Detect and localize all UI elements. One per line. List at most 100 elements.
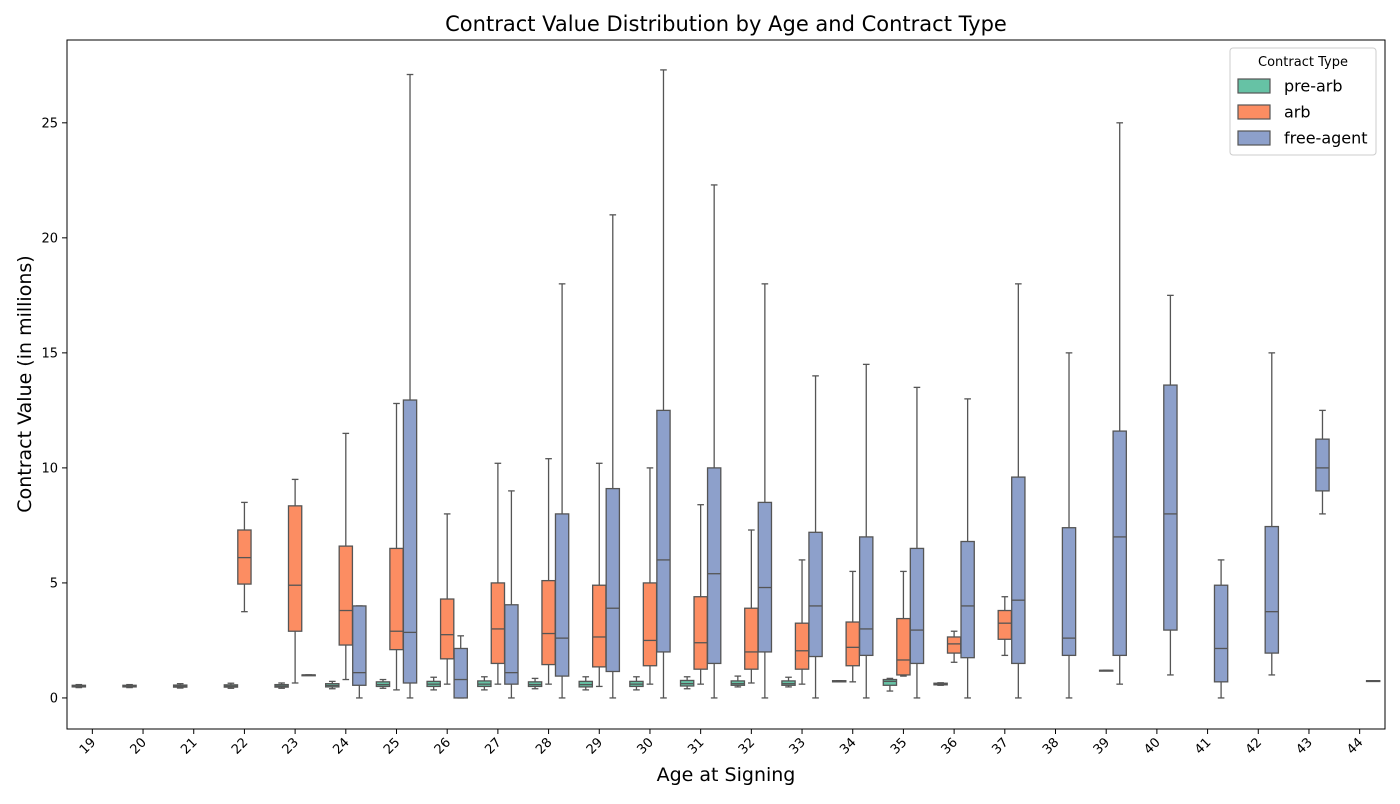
x-tick-label: 44 [1344,735,1366,757]
box-free-agent-23 [301,674,316,677]
legend-item-pre-arb: pre-arb [1237,77,1343,96]
box-pre-arb-27 [477,676,492,691]
box-arb-32 [744,529,759,684]
box-body [504,604,519,685]
x-tick-label: 37 [989,735,1011,757]
box-body [605,487,621,673]
x-tick-label: 29 [584,735,606,757]
x-tick-label: 30 [634,735,656,757]
box-free-agent-31 [706,184,722,699]
x-tick-label: 40 [1141,735,1163,757]
box-pre-arb-24 [325,680,340,690]
y-tick-label: 25 [41,116,58,131]
box-body [794,622,810,670]
x-tick-label: 28 [533,735,555,757]
box-body [1264,525,1280,654]
box-pre-arb-28 [527,677,543,690]
legend-label: pre-arb [1284,77,1343,96]
legend-frame [1229,47,1377,156]
box-free-agent-36 [960,398,975,699]
box-body [389,547,404,651]
box-pre-arb-35 [882,677,898,692]
x-tick-label: 41 [1192,735,1214,757]
x-tick-label: 24 [330,735,352,757]
box-body [946,636,962,654]
box-body [402,399,418,684]
x-tick-label: 27 [482,735,504,757]
x-tick-label: 23 [280,735,302,757]
box-body [554,513,570,677]
box-pre-arb-21 [172,683,188,689]
plot-area [71,69,1381,699]
box-body [1061,527,1077,657]
x-axis-label: Age at Signing [657,764,796,786]
box-body [490,582,506,665]
box-arb-27 [490,462,506,685]
box-pre-arb-33 [781,676,796,688]
box-free-agent-38 [1061,352,1077,699]
box-body [896,617,911,676]
box-arb-31 [693,504,708,685]
box-arb-39 [1098,669,1114,672]
legend-label: free-agent [1284,129,1368,148]
box-arb-23 [287,478,303,684]
box-body [338,545,354,646]
box-body [439,598,455,660]
box-body [591,584,607,668]
box-arb-36 [946,630,962,663]
box-arb-24 [338,432,354,681]
box-arb-28 [541,458,556,685]
legend-swatch [1237,78,1271,94]
box-arb-26 [439,513,455,685]
y-tick-label: 20 [41,231,58,246]
x-tick-label: 39 [1091,735,1113,757]
box-body [693,596,708,670]
box-free-agent-37 [1011,283,1026,699]
box-free-agent-39 [1112,122,1127,685]
box-arb-29 [591,462,607,688]
y-axis-label: Contract Value (in millions) [14,255,36,512]
x-tick-label: 22 [229,735,251,757]
box-body [642,582,658,667]
x-tick-label: 25 [381,735,403,757]
box-free-agent-43 [1315,409,1330,515]
legend-swatch [1237,104,1271,120]
box-pre-arb-23 [274,682,289,689]
box-free-agent-27 [504,490,519,699]
box-body [997,609,1013,640]
x-tick-label: 32 [736,735,758,757]
legend-item-arb: arb [1237,103,1311,122]
series-free-agent [301,69,1381,699]
legend-item-free-agent: free-agent [1237,129,1368,148]
x-tick-label: 20 [128,735,150,757]
box-pre-arb-19 [71,683,87,689]
y-tick-label: 0 [50,691,58,706]
box-body [1163,384,1178,631]
y-tick-label: 5 [50,576,58,591]
box-arb-34 [845,570,861,683]
box-body [1011,476,1026,665]
x-tick-label: 42 [1243,735,1265,757]
box-pre-arb-32 [730,675,746,688]
box-body [706,467,722,665]
series-arb [237,402,1114,691]
x-tick-label: 36 [939,735,961,757]
legend-title: Contract Type [1258,55,1348,70]
box-body [453,647,468,699]
box-body [744,607,759,670]
box-pre-arb-30 [629,676,644,691]
box-body [909,547,925,665]
box-free-agent-26 [453,635,468,699]
box-body [352,605,367,686]
box-body [845,621,861,667]
box-arb-35 [896,570,911,677]
legend-swatch [1237,130,1271,146]
box-pre-arb-36 [933,682,948,686]
x-tick-label: 31 [685,735,707,757]
x-tick-label: 21 [178,735,200,757]
x-tick-label: 34 [837,735,859,757]
box-pre-arb-31 [679,676,695,690]
box-arb-37 [997,596,1013,657]
box-free-agent-25 [402,73,418,699]
